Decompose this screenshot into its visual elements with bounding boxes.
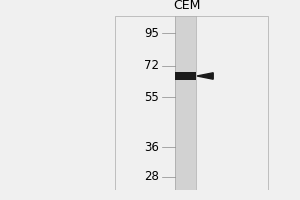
Text: 28: 28 [144, 170, 159, 183]
Text: CEM: CEM [174, 0, 201, 12]
Text: 55: 55 [144, 91, 159, 104]
Text: 36: 36 [144, 141, 159, 154]
Text: 95: 95 [144, 27, 159, 40]
Bar [175, 72, 196, 80]
Text: 72: 72 [144, 59, 159, 72]
Bar [115, 16, 268, 190]
Bar [175, 16, 196, 190]
Polygon shape [197, 73, 213, 79]
